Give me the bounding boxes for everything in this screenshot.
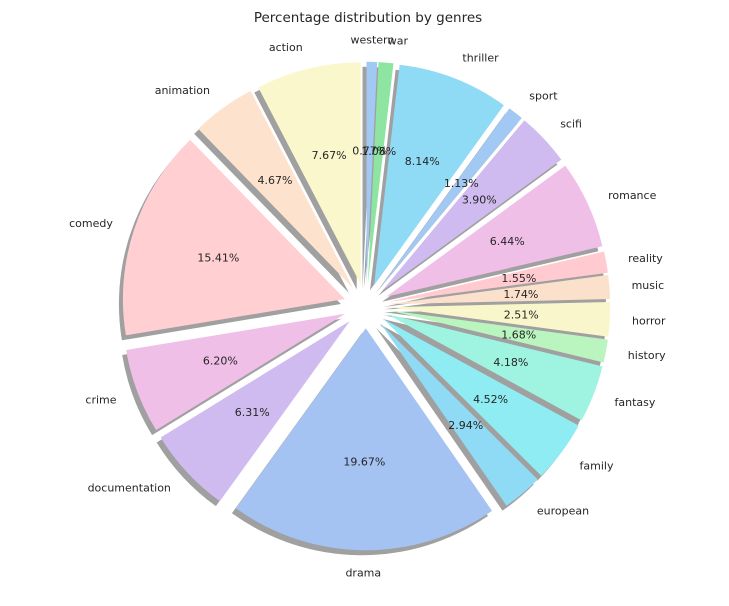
slice-percent-comedy: 15.41% (197, 252, 239, 265)
slice-animation (198, 91, 353, 288)
slice-label-sport: sport (529, 90, 558, 103)
slices (122, 61, 611, 551)
slice-percent-fantasy: 4.18% (493, 356, 528, 369)
slice-family (383, 319, 579, 476)
chart-title: Percentage distribution by genres (254, 10, 482, 26)
slice-horror (388, 301, 611, 337)
slice-label-drama: drama (345, 566, 381, 579)
slice-percent-crime: 6.20% (203, 354, 238, 367)
slice-european (380, 323, 538, 506)
slice-label-family: family (580, 459, 614, 472)
slice-label-western: western (350, 34, 394, 47)
slice-label-documentation: documentation (88, 481, 171, 494)
slice-label-crime: crime (85, 393, 116, 406)
slice-percent-sport: 1.13% (444, 177, 479, 190)
slice-percent-family: 4.52% (473, 393, 508, 406)
slice-western (366, 61, 378, 284)
slice-label-action: action (269, 41, 303, 54)
slice-percent-action: 7.67% (312, 149, 347, 162)
slice-percent-scifi: 3.90% (462, 194, 497, 207)
slice-percent-animation: 4.67% (258, 174, 293, 187)
slice-label-romance: romance (608, 189, 656, 202)
slice-romance (386, 165, 603, 297)
slice-percent-drama: 19.67% (343, 455, 385, 468)
slice-percent-western: 0.77% (352, 145, 387, 158)
slice-history (387, 310, 608, 363)
slice-percent-european: 2.94% (448, 419, 483, 432)
slice-thriller (374, 64, 504, 286)
slice-percent-history: 1.68% (501, 329, 536, 342)
slice-drama (235, 328, 493, 551)
slice-percent-romance: 6.44% (490, 235, 525, 248)
slice-label-fantasy: fantasy (615, 396, 656, 409)
slice-label-thriller: thriller (462, 52, 499, 65)
slice-reality (387, 251, 608, 303)
slice-label-animation: animation (155, 84, 210, 97)
slice-label-scifi: scifi (560, 118, 582, 131)
slice-percent-war: 1.08% (361, 145, 396, 158)
slice-crime (126, 313, 346, 431)
slice-label-reality: reality (628, 252, 663, 265)
slice-scifi (382, 120, 562, 291)
slice-percent-thriller: 8.14% (405, 155, 440, 168)
slice-label-comedy: comedy (69, 217, 113, 230)
slice-percent-documentation: 6.31% (235, 406, 270, 419)
slice-label-history: history (628, 349, 666, 362)
slice-comedy (122, 139, 345, 336)
slice-fantasy (386, 314, 603, 421)
slice-war (367, 62, 394, 284)
slice-percent-reality: 1.55% (501, 272, 536, 285)
slice-sport (379, 108, 522, 289)
slice-percent-labels: 0.77%1.08% 8.14% 1.13% 3.90% 6.44% 1.55% 1.74%… (197, 145, 538, 469)
slice-percent-music: 1.74% (503, 288, 538, 301)
slice-label-horror: horror (632, 315, 666, 328)
slice-label-european: european (537, 504, 589, 517)
slice-label-war: war (388, 35, 409, 48)
slice-label-music: music (632, 279, 665, 292)
slice-documentation (160, 321, 350, 502)
slice-percent-horror: 2.51% (504, 309, 539, 322)
slice-action (258, 62, 361, 285)
slice-music (388, 274, 611, 305)
